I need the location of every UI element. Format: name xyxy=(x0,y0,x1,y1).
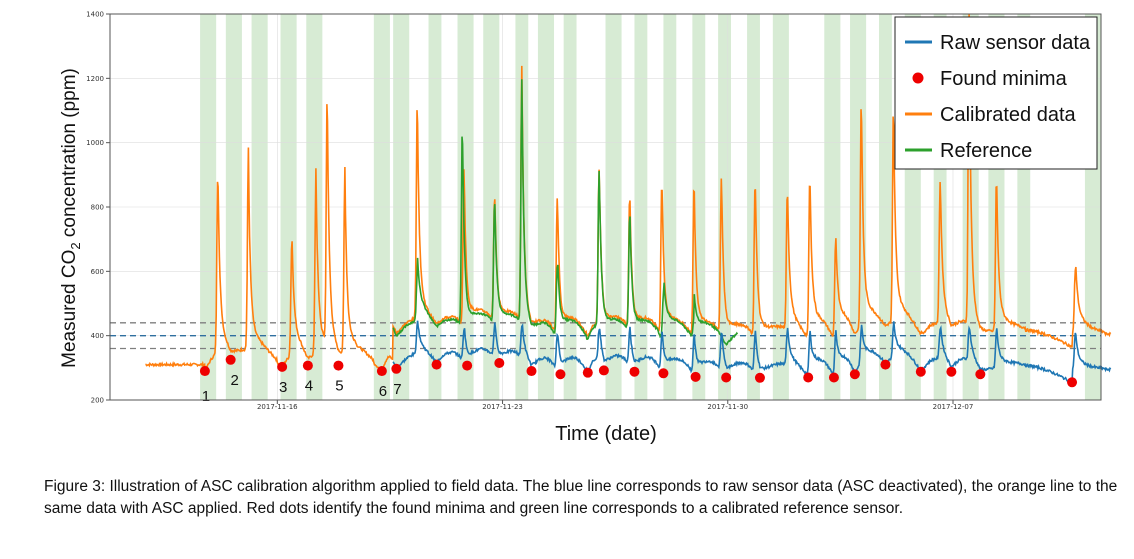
found-minimum-point xyxy=(302,360,313,371)
co2-calibration-chart: 1 2 3 4 5 6 7 200 400 600 800 1000 1200 1400 2017-11… xyxy=(59,11,1112,445)
minimum-number-label: 7 xyxy=(393,381,401,398)
found-minimum-point xyxy=(199,366,210,377)
minimum-number-label: 5 xyxy=(335,378,343,395)
raw-sensor-data-line xyxy=(392,320,1112,385)
found-minimum-point xyxy=(915,366,926,377)
found-minimum-point xyxy=(849,369,860,380)
found-minimum-point xyxy=(975,369,986,380)
y-tick-label: 600 xyxy=(91,268,104,276)
found-minimum-point xyxy=(333,360,344,371)
x-axis-title: Time (date) xyxy=(555,423,657,445)
found-minimum-point xyxy=(880,359,891,370)
y-tick-label: 400 xyxy=(91,332,104,340)
found-minimum-point xyxy=(225,354,236,365)
y-tick-label: 1200 xyxy=(86,75,104,83)
y-tick-label: 800 xyxy=(91,204,104,212)
found-minimum-point xyxy=(526,366,537,377)
x-tick-label: 2017-11-30 xyxy=(707,403,748,411)
found-minimum-point xyxy=(494,358,505,369)
found-minimum-point xyxy=(754,372,765,383)
legend-item-calibrated: Calibrated data xyxy=(905,104,1077,126)
found-minimum-point xyxy=(555,369,566,380)
found-minimum-point xyxy=(1067,377,1078,388)
legend-minima-dot xyxy=(912,72,924,84)
minimum-number-label: 6 xyxy=(379,383,387,400)
found-minimum-point xyxy=(462,360,473,371)
x-tick-label: 2017-11-23 xyxy=(482,403,523,411)
y-tick-label: 1000 xyxy=(86,139,104,147)
minimum-number-label: 3 xyxy=(279,379,287,396)
found-minimum-point xyxy=(391,363,402,374)
y-axis-ticks: 200 400 600 800 1000 1200 1400 xyxy=(86,11,110,405)
found-minima-points: 1 2 3 4 5 6 7 xyxy=(199,354,1078,405)
legend-raw-label: Raw sensor data xyxy=(940,32,1091,54)
y-tick-label: 1400 xyxy=(86,11,104,19)
x-tick-label: 2017-11-16 xyxy=(257,403,298,411)
reference-line xyxy=(392,79,739,346)
found-minimum-point xyxy=(658,368,669,379)
found-minimum-point xyxy=(376,366,387,377)
found-minimum-point xyxy=(598,365,609,376)
legend-item-reference: Reference xyxy=(905,140,1032,162)
y-tick-label: 200 xyxy=(91,397,104,405)
x-tick-label: 2017-12-07 xyxy=(933,403,974,411)
legend-item-raw: Raw sensor data xyxy=(905,32,1091,54)
y-axis-title-subscript: 2 xyxy=(68,242,83,249)
legend-reference-label: Reference xyxy=(940,140,1032,162)
found-minimum-point xyxy=(582,367,593,378)
y-axis-title-rest: concentration (ppm) xyxy=(59,68,80,242)
found-minimum-point xyxy=(431,359,442,370)
found-minimum-point xyxy=(721,372,732,383)
found-minimum-point xyxy=(828,372,839,383)
y-axis-title: Measured CO2 concentration (ppm) xyxy=(59,68,83,368)
legend-item-minima: Found minima xyxy=(912,68,1068,90)
minimum-number-label: 1 xyxy=(202,388,210,405)
minimum-number-label: 2 xyxy=(230,372,238,389)
reference-series xyxy=(392,79,739,346)
legend-minima-label: Found minima xyxy=(940,68,1068,90)
found-minimum-point xyxy=(946,366,957,377)
found-minimum-point xyxy=(803,372,814,383)
figure-caption: Figure 3: Illustration of ASC calibratio… xyxy=(44,478,1118,517)
found-minimum-point xyxy=(277,361,288,372)
found-minimum-point xyxy=(629,366,640,377)
legend-calibrated-label: Calibrated data xyxy=(940,104,1077,126)
y-axis-title-main: Measured CO xyxy=(59,250,80,368)
found-minimum-point xyxy=(690,371,701,382)
legend: Raw sensor data Found minima Calibrated … xyxy=(894,16,1098,170)
raw-sensor-data-series xyxy=(392,320,1112,385)
minimum-number-label: 4 xyxy=(305,378,313,395)
x-axis-ticks: 2017-11-16 2017-11-23 2017-11-30 2017-12-07 xyxy=(257,400,973,411)
